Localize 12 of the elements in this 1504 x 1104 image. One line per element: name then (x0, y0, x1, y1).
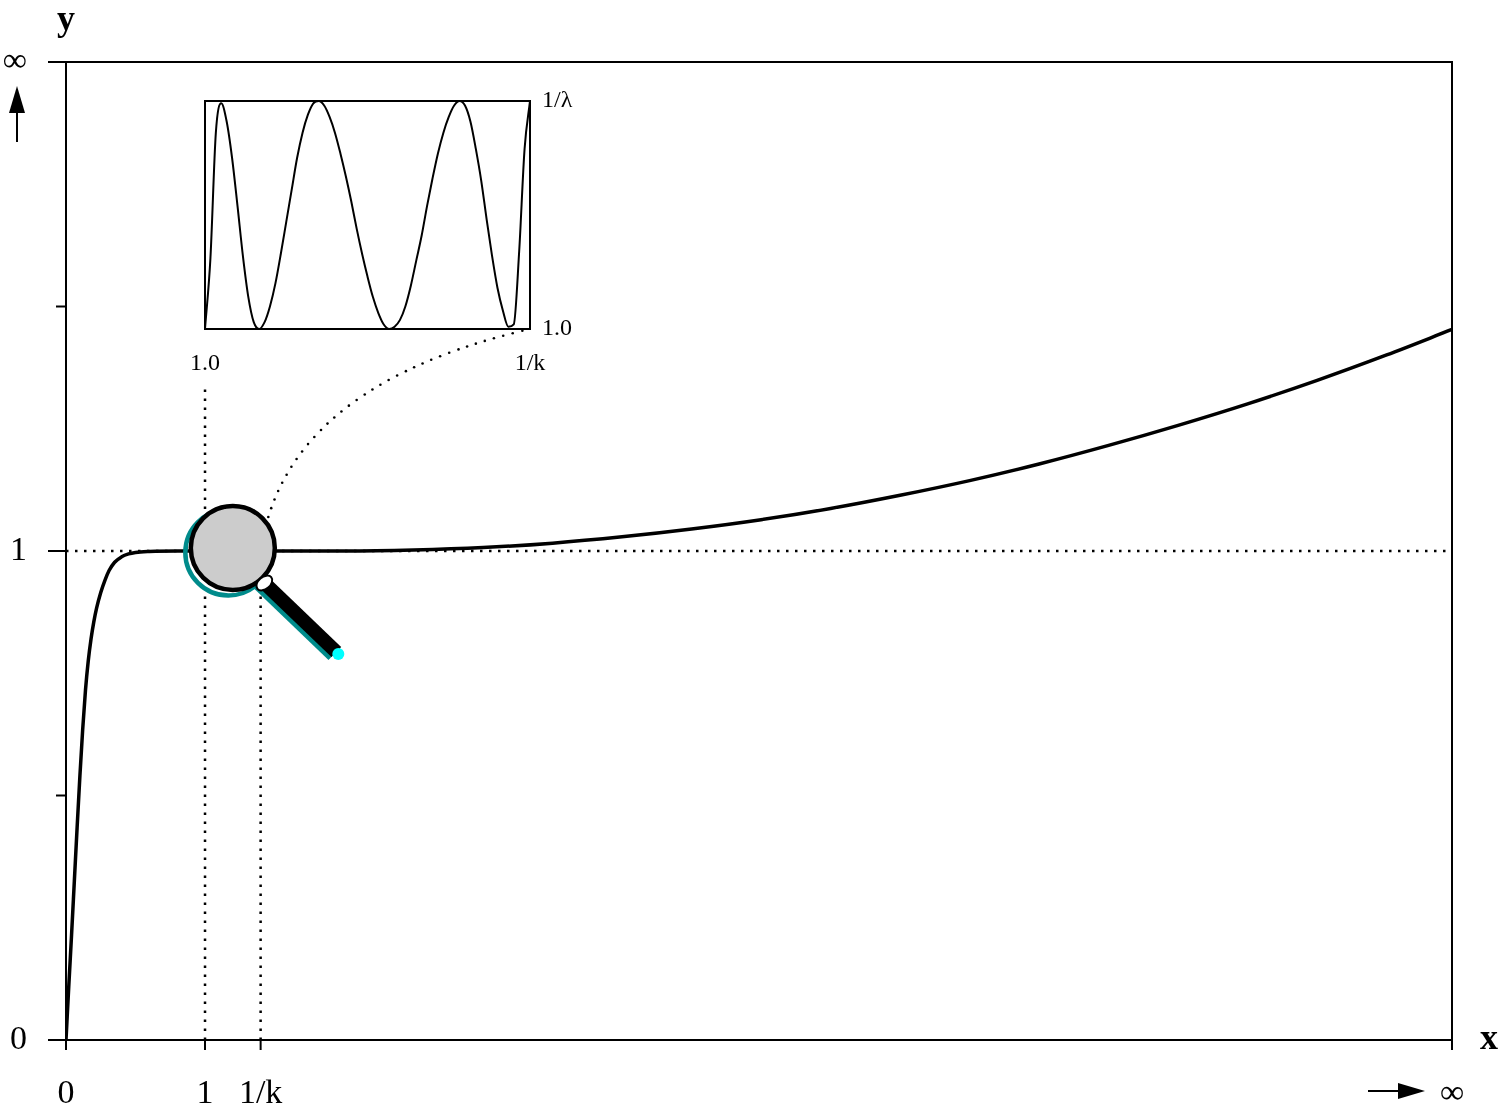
x-tick-label: 1/k (238, 1073, 283, 1104)
y-tick-label: 1 (10, 529, 27, 567)
x-tick-label: 0 (57, 1073, 75, 1104)
annotation: 1/λ (542, 86, 573, 113)
x-tick-label: 1/k (514, 348, 546, 375)
y-axis-title: y (57, 0, 75, 38)
x-tick-label: ∞ (1439, 1073, 1465, 1104)
x-tick-label: 1 (196, 1073, 214, 1104)
y-tick-label: 0 (10, 1018, 27, 1056)
y-tick-label: ∞ (2, 40, 27, 78)
x-axis-title: x (1480, 1017, 1498, 1058)
annotation: 1.0 (542, 314, 572, 341)
